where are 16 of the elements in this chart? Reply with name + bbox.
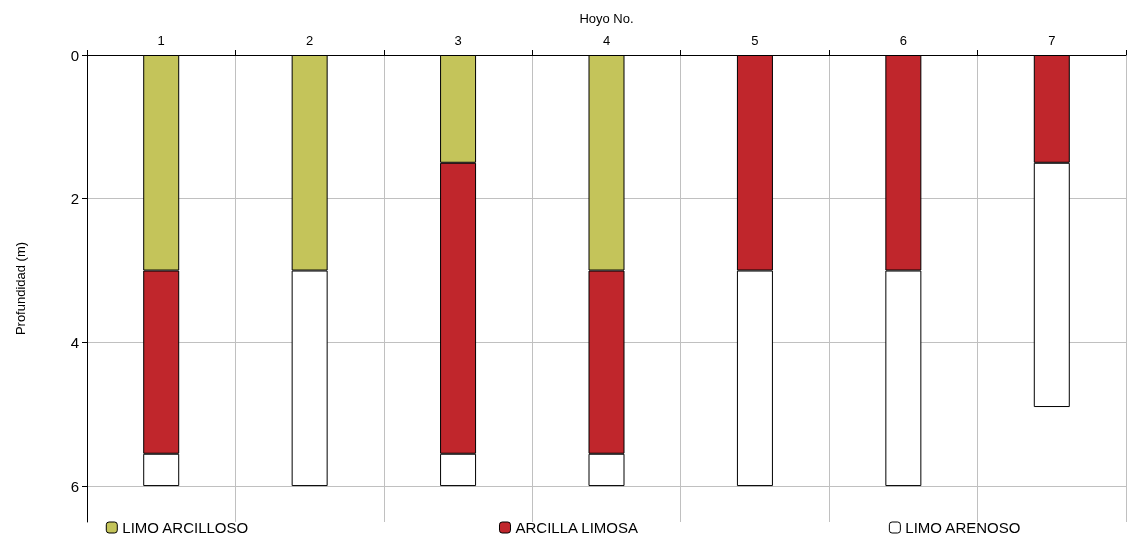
x-tick-label: 2: [306, 33, 314, 48]
x-tick-label: 6: [899, 33, 907, 48]
legend-label: ARCILLA LIMOSA: [515, 519, 639, 536]
y-tick-label: 6: [70, 477, 79, 495]
x-tick-label: 7: [1048, 33, 1056, 48]
y-tick-label: 0: [70, 46, 79, 64]
legend-label: LIMO ARCILLOSO: [122, 519, 249, 536]
x-axis-title: Hoyo No.: [579, 11, 634, 26]
y-axis-title: Profundidad (m): [13, 241, 28, 336]
legend-label: LIMO ARENOSO: [905, 519, 1021, 536]
x-tick-label: 4: [602, 33, 611, 48]
x-tick-label: 1: [157, 33, 165, 48]
x-tick-label: 3: [454, 33, 462, 48]
y-tick-label: 4: [70, 333, 79, 351]
x-tick-label: 5: [751, 33, 759, 48]
y-tick-label: 2: [70, 190, 79, 208]
